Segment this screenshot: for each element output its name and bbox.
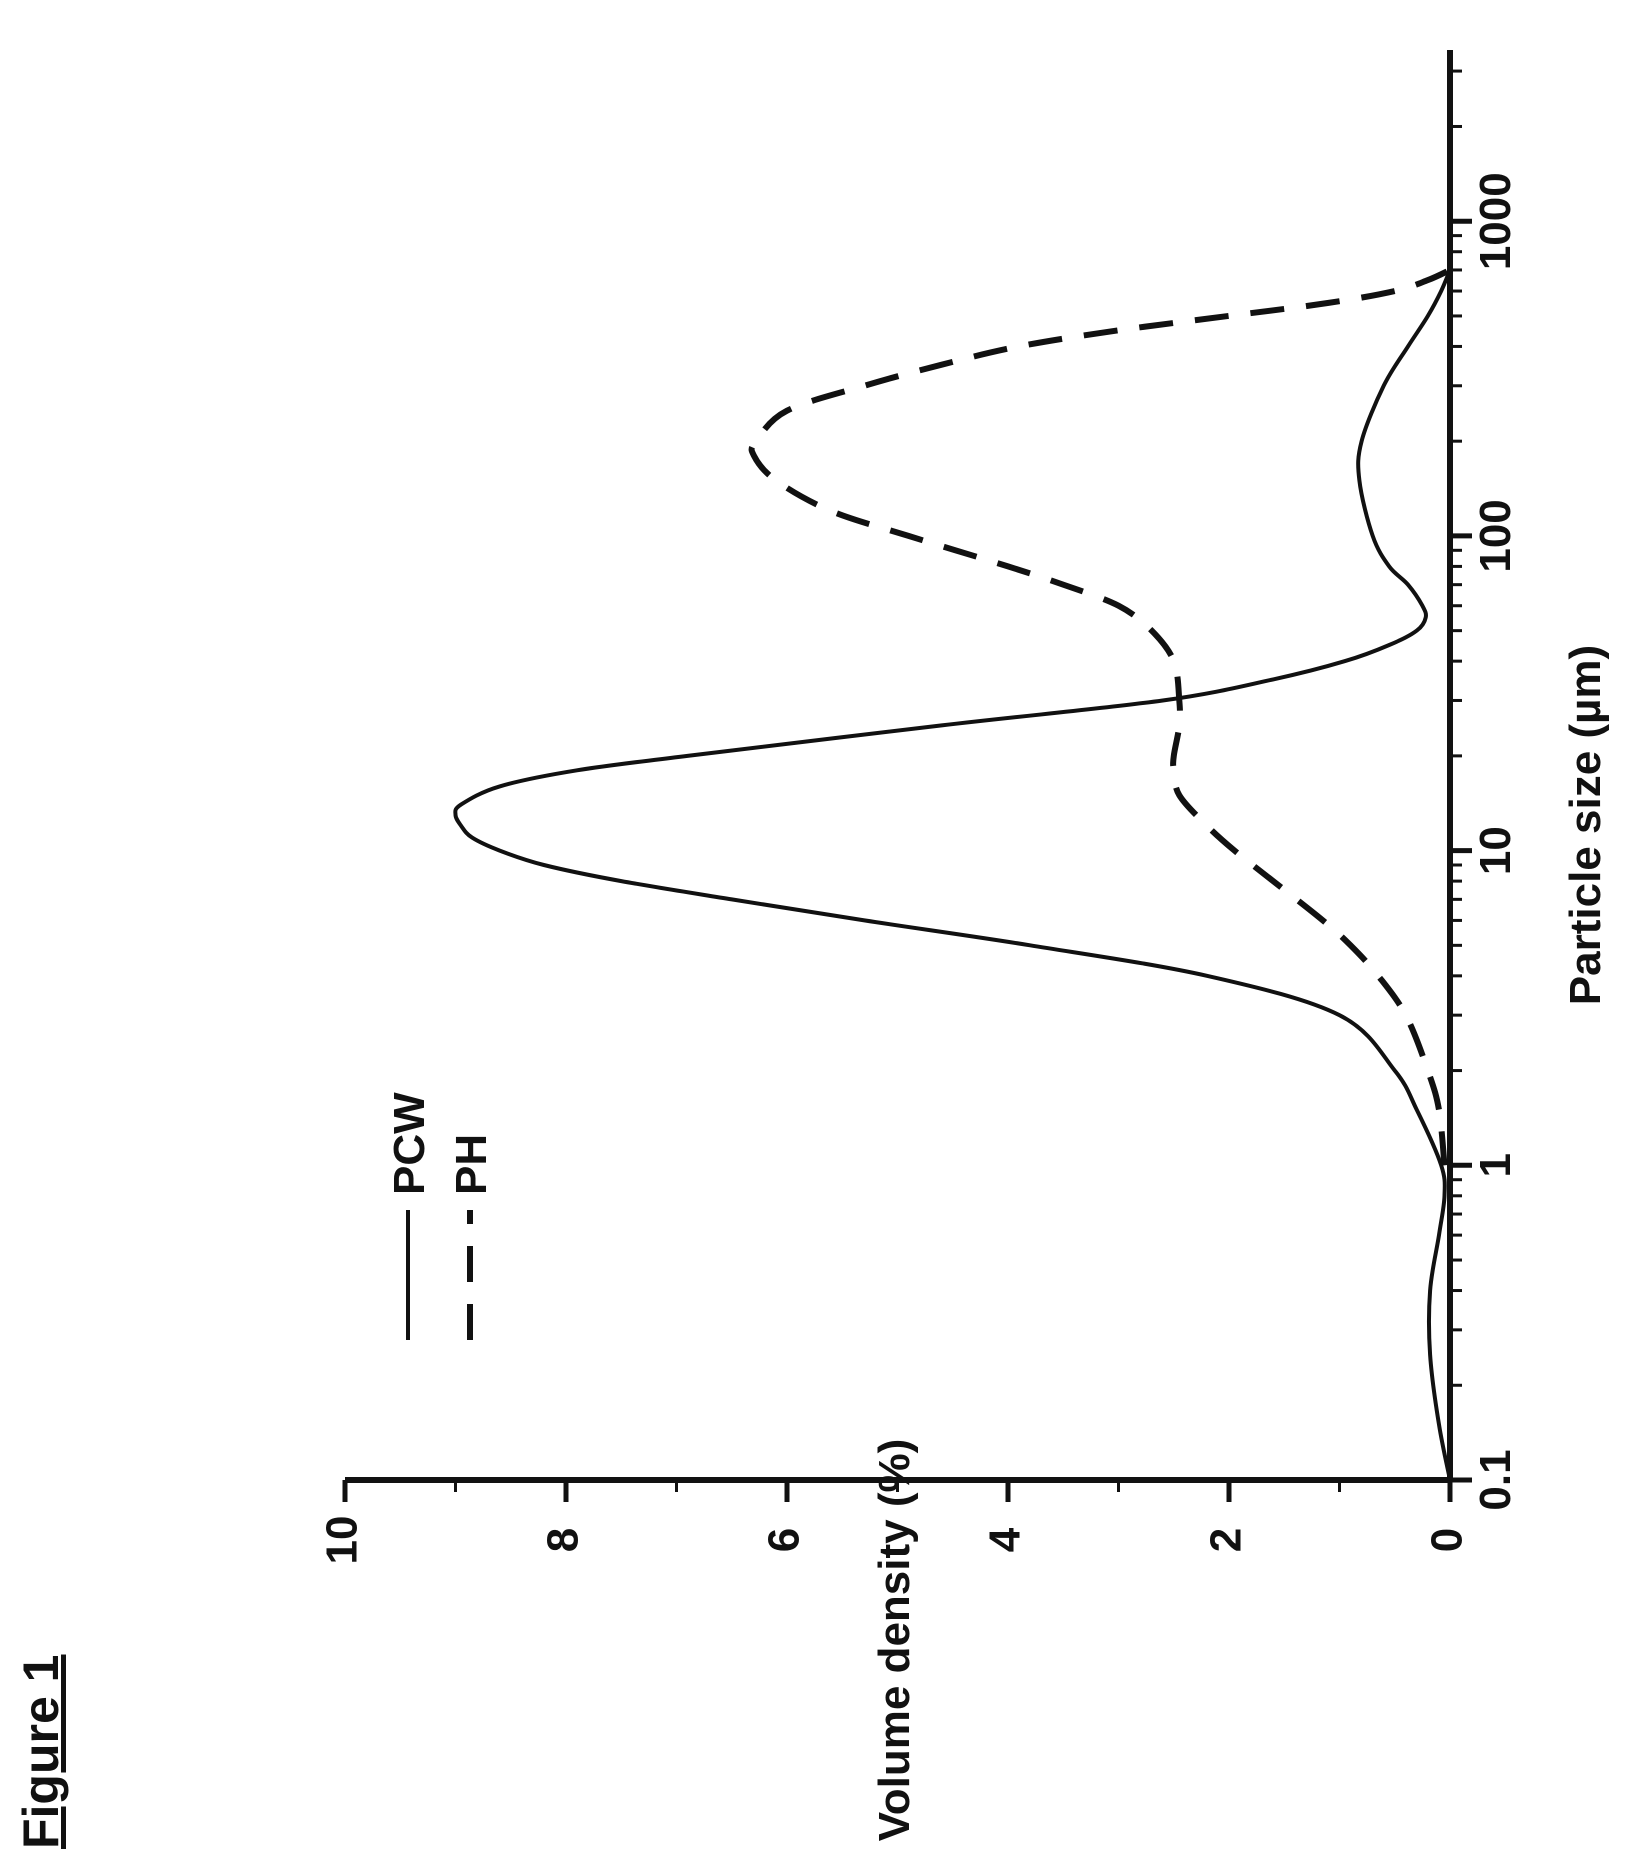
x-tick-label: 0.1 bbox=[1471, 1449, 1520, 1510]
y-tick-label: 8 bbox=[539, 1528, 588, 1552]
y-tick-label: 0 bbox=[1423, 1528, 1472, 1552]
y-tick-label: 2 bbox=[1202, 1528, 1251, 1552]
x-tick-label: 10 bbox=[1471, 826, 1520, 875]
series-layer bbox=[453, 267, 1452, 1481]
y-tick-label: 4 bbox=[981, 1527, 1030, 1552]
y-tick-label: 6 bbox=[760, 1528, 809, 1552]
x-tick-label: 1000 bbox=[1471, 172, 1520, 270]
line-chart: PCW PH 0.1 1 10 100 1000 0 2 4 6 8 10 Particle size … bbox=[318, 50, 1610, 1841]
y-tick-label: 10 bbox=[318, 1516, 367, 1565]
x-tick-label: 100 bbox=[1471, 499, 1520, 572]
axis-labels-layer: 0.1 1 10 100 1000 0 2 4 6 8 10 Particle size (µm) Vo… bbox=[318, 172, 1610, 1841]
x-axis-title: Particle size (µm) bbox=[1561, 645, 1610, 1005]
legend-label-pcw: PCW bbox=[385, 1092, 434, 1195]
legend-label-ph: PH bbox=[447, 1134, 496, 1195]
axes-layer bbox=[342, 50, 1472, 1502]
x-tick-label: 1 bbox=[1471, 1153, 1520, 1177]
series-line-ph bbox=[748, 267, 1452, 1166]
series-line-pcw bbox=[453, 269, 1452, 1481]
legend: PCW PH bbox=[385, 1092, 496, 1340]
y-axis-title: Volume density (%) bbox=[870, 1439, 919, 1842]
